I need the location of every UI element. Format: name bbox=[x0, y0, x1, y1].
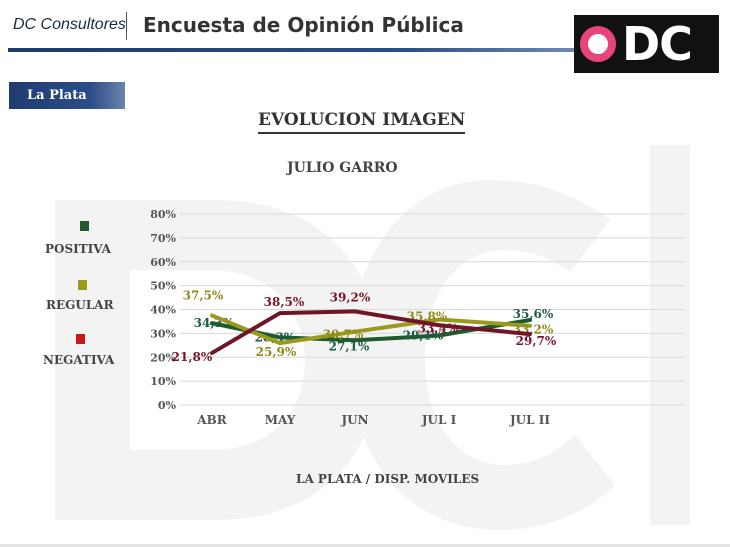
y-tick-label: 40% bbox=[150, 304, 176, 317]
location-tab: La Plata bbox=[9, 82, 125, 109]
chart-subtitle: JULIO GARRO bbox=[287, 160, 398, 176]
data-label: 35,6% bbox=[513, 307, 554, 321]
y-tick-label: 30% bbox=[150, 327, 176, 340]
y-tick-label: 80% bbox=[150, 208, 176, 221]
data-label: 25,9% bbox=[256, 345, 297, 359]
dc-watermark bbox=[55, 145, 690, 530]
data-label: 39,2% bbox=[330, 290, 371, 304]
data-label: 38,5% bbox=[264, 295, 305, 309]
x-tick-label: JUN bbox=[340, 413, 368, 427]
watermark-d-shape bbox=[55, 200, 380, 520]
legend-label-negativa: NEGATIVA bbox=[43, 353, 115, 367]
watermark-c-shape bbox=[350, 180, 615, 530]
odc-logo: DC bbox=[574, 15, 719, 73]
data-label: 29,7% bbox=[516, 334, 557, 348]
data-label: 33,4% bbox=[418, 321, 459, 335]
y-tick-label: 60% bbox=[150, 256, 176, 269]
data-label: 30,7% bbox=[323, 328, 364, 342]
legend-swatch-positiva bbox=[80, 221, 89, 231]
brand-separator bbox=[126, 12, 127, 40]
logo-ring-icon bbox=[580, 26, 616, 62]
series-line-negativa bbox=[210, 309, 532, 355]
brand-name: DC Consultores bbox=[13, 16, 126, 33]
survey-title: Encuesta de Opinión Pública bbox=[143, 13, 464, 37]
bottom-rule bbox=[0, 544, 730, 547]
legend-label-regular: REGULAR bbox=[46, 298, 114, 312]
x-tick-label: JUL I bbox=[421, 413, 457, 427]
data-label: 29,1% bbox=[403, 329, 444, 343]
y-tick-label: 0% bbox=[158, 399, 177, 412]
legend-swatch-negativa bbox=[76, 334, 85, 344]
data-label: 21,8% bbox=[172, 350, 213, 364]
legend-swatch-regular bbox=[78, 280, 87, 290]
data-label: 27,1% bbox=[329, 339, 370, 353]
y-tick-label: 70% bbox=[150, 232, 176, 245]
y-tick-label: 50% bbox=[150, 280, 176, 293]
header-rule bbox=[8, 48, 574, 52]
series-line-regular bbox=[210, 313, 532, 346]
watermark-l-shape bbox=[650, 145, 690, 525]
logo-text: DC bbox=[622, 17, 693, 71]
x-tick-label: JUL II bbox=[509, 413, 550, 427]
data-label: 37,5% bbox=[183, 288, 224, 302]
chart-title: EVOLUCION IMAGEN bbox=[258, 110, 466, 134]
x-tick-label: ABR bbox=[196, 413, 227, 427]
x-tick-label: MAY bbox=[265, 413, 296, 427]
y-tick-label: 10% bbox=[150, 375, 176, 388]
legend-label-positiva: POSITIVA bbox=[45, 242, 111, 256]
y-tick-label: 20% bbox=[150, 351, 176, 364]
footer-caption: LA PLATA / DISP. MOVILES bbox=[296, 472, 480, 486]
